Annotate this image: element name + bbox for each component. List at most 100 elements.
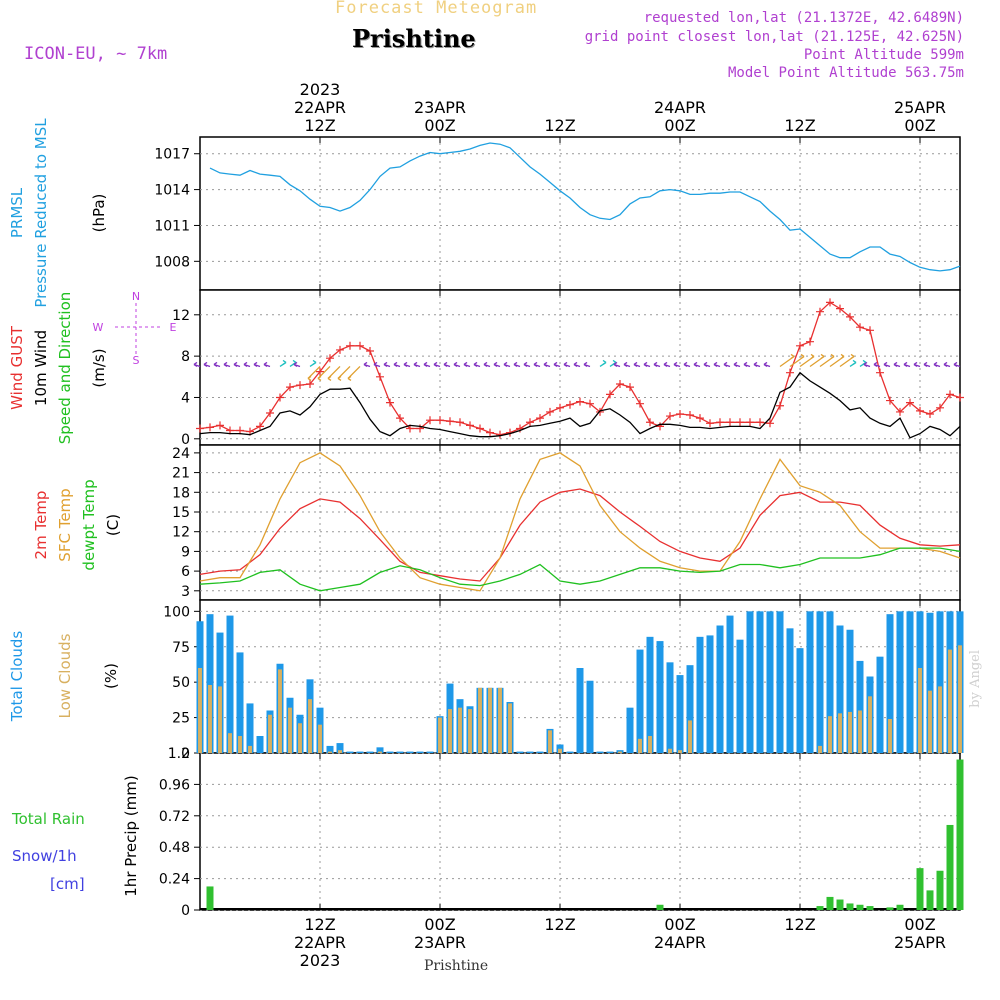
precip-axis-label: 1hr Precip (mm) bbox=[122, 775, 140, 896]
total-cloud-bar bbox=[766, 611, 774, 753]
total-cloud-bar bbox=[366, 751, 374, 753]
total-cloud-bar bbox=[566, 751, 574, 753]
wind-barb-head bbox=[943, 361, 948, 368]
total-cloud-bar bbox=[426, 751, 434, 753]
gust-line-point bbox=[626, 383, 634, 392]
bottom-time-label: 00Z bbox=[904, 915, 935, 934]
low-cloud-bar bbox=[508, 703, 512, 753]
temp2m-line bbox=[199, 488, 961, 582]
total-cloud-bar bbox=[726, 615, 734, 753]
total-cloud-bar bbox=[226, 615, 234, 753]
gust-line-point bbox=[816, 307, 824, 316]
gust-line-point bbox=[526, 418, 534, 427]
gust-line-point bbox=[576, 397, 584, 406]
panel-frame-precipitation bbox=[199, 752, 961, 911]
gust-line-point bbox=[536, 414, 544, 423]
wind-barb-head bbox=[312, 359, 317, 366]
bottom-time-label: 12Z bbox=[304, 915, 335, 934]
total-cloud-bar bbox=[326, 745, 334, 753]
low-cloud-bar bbox=[198, 668, 202, 753]
credit-text: by Angel bbox=[968, 650, 983, 708]
precip-bar bbox=[956, 759, 964, 910]
total-cloud-bar bbox=[856, 660, 864, 753]
wind-barb-head bbox=[553, 361, 558, 368]
gust-line-point bbox=[906, 398, 914, 407]
low-cloud-bar bbox=[858, 710, 862, 753]
gust-line-point bbox=[306, 380, 314, 389]
gust-line-point bbox=[756, 418, 764, 427]
total-cloud-bar bbox=[376, 747, 384, 753]
wind-barb-head bbox=[583, 361, 588, 368]
gust-line-point bbox=[566, 400, 574, 409]
low-cloud-bar bbox=[438, 717, 442, 753]
total-cloud-bar bbox=[246, 703, 254, 753]
low-cloud-bar bbox=[618, 751, 622, 753]
gust-line-point bbox=[956, 393, 964, 402]
precip-bar bbox=[896, 904, 904, 910]
total-cloud-bar bbox=[686, 665, 694, 753]
gust-line-point bbox=[286, 383, 294, 392]
wind-barb-head bbox=[213, 361, 218, 368]
wind-barb-head bbox=[723, 361, 728, 368]
gust-line-point bbox=[366, 346, 374, 355]
cloud-unit-label: (%) bbox=[102, 663, 120, 689]
wind-line bbox=[199, 371, 961, 439]
wind-barb-head bbox=[403, 361, 408, 368]
top-time-label: 12Z bbox=[784, 116, 815, 135]
y-tick-label: 9 bbox=[181, 544, 190, 560]
precip-bar bbox=[936, 870, 944, 910]
y-tick-label: 0.24 bbox=[159, 872, 190, 888]
low-cloud-bar bbox=[648, 736, 652, 753]
compass-icon bbox=[115, 303, 160, 355]
y-tick-label: 100 bbox=[163, 604, 190, 620]
gust-line-point bbox=[876, 368, 884, 377]
total-cloud-bar bbox=[896, 611, 904, 753]
wind-barb-head bbox=[363, 361, 368, 368]
gust-line-point bbox=[486, 428, 494, 437]
y-tick-label: 0.96 bbox=[159, 777, 190, 793]
low-cloud-bar bbox=[468, 709, 472, 753]
wind-barb-head bbox=[800, 353, 805, 360]
y-tick-label: 12 bbox=[172, 308, 190, 324]
low-cloud-bar bbox=[498, 687, 502, 753]
low-cloud-bar bbox=[208, 685, 212, 753]
wind-barb-head bbox=[743, 361, 748, 368]
total-cloud-bar bbox=[406, 751, 414, 753]
total-cloud-bar bbox=[416, 751, 424, 753]
top-time-label: 22APR bbox=[294, 98, 346, 117]
panel-frame-pressure bbox=[199, 136, 961, 291]
low-cloud-bar bbox=[248, 745, 252, 753]
precip-bar bbox=[866, 906, 874, 910]
gust-line-point bbox=[276, 393, 284, 402]
total-cloud-bar bbox=[206, 614, 214, 753]
precip-bar bbox=[816, 906, 824, 910]
precip-bar bbox=[656, 904, 664, 910]
chart-title: Forecast Meteogram bbox=[335, 0, 538, 18]
city-title: Prishtine bbox=[352, 24, 476, 53]
total-cloud-bar bbox=[646, 636, 654, 753]
temp2m-axis-label: 2m Temp bbox=[32, 491, 50, 560]
wind-axis-label: 10m Wind bbox=[32, 330, 50, 406]
top-time-label: 24APR bbox=[654, 98, 706, 117]
low-cloud-bar bbox=[218, 686, 222, 753]
wind-barb-head bbox=[253, 361, 258, 368]
top-time-label: 12Z bbox=[304, 116, 335, 135]
low-cloud-bar bbox=[308, 699, 312, 753]
wind-barb-head bbox=[193, 361, 198, 368]
total-cloud-bar bbox=[846, 629, 854, 753]
precip-bar bbox=[886, 907, 894, 910]
wind-barb-head bbox=[693, 361, 698, 368]
wind-barb-head bbox=[483, 361, 488, 368]
total-cloud-bar bbox=[236, 652, 244, 753]
compass-e: E bbox=[170, 321, 177, 334]
precip-bar bbox=[826, 896, 834, 910]
gust-line-point bbox=[796, 341, 804, 350]
low-cloud-bar bbox=[868, 696, 872, 753]
wind-barb-head bbox=[203, 361, 208, 368]
bottom-time-label: 25APR bbox=[894, 933, 946, 952]
pressure-unit-label: (hPa) bbox=[90, 194, 108, 233]
total-cloud-bar bbox=[346, 751, 354, 753]
total-cloud-bar bbox=[516, 751, 524, 753]
wind-barb-head bbox=[923, 361, 928, 368]
gust-line-point bbox=[826, 298, 834, 307]
